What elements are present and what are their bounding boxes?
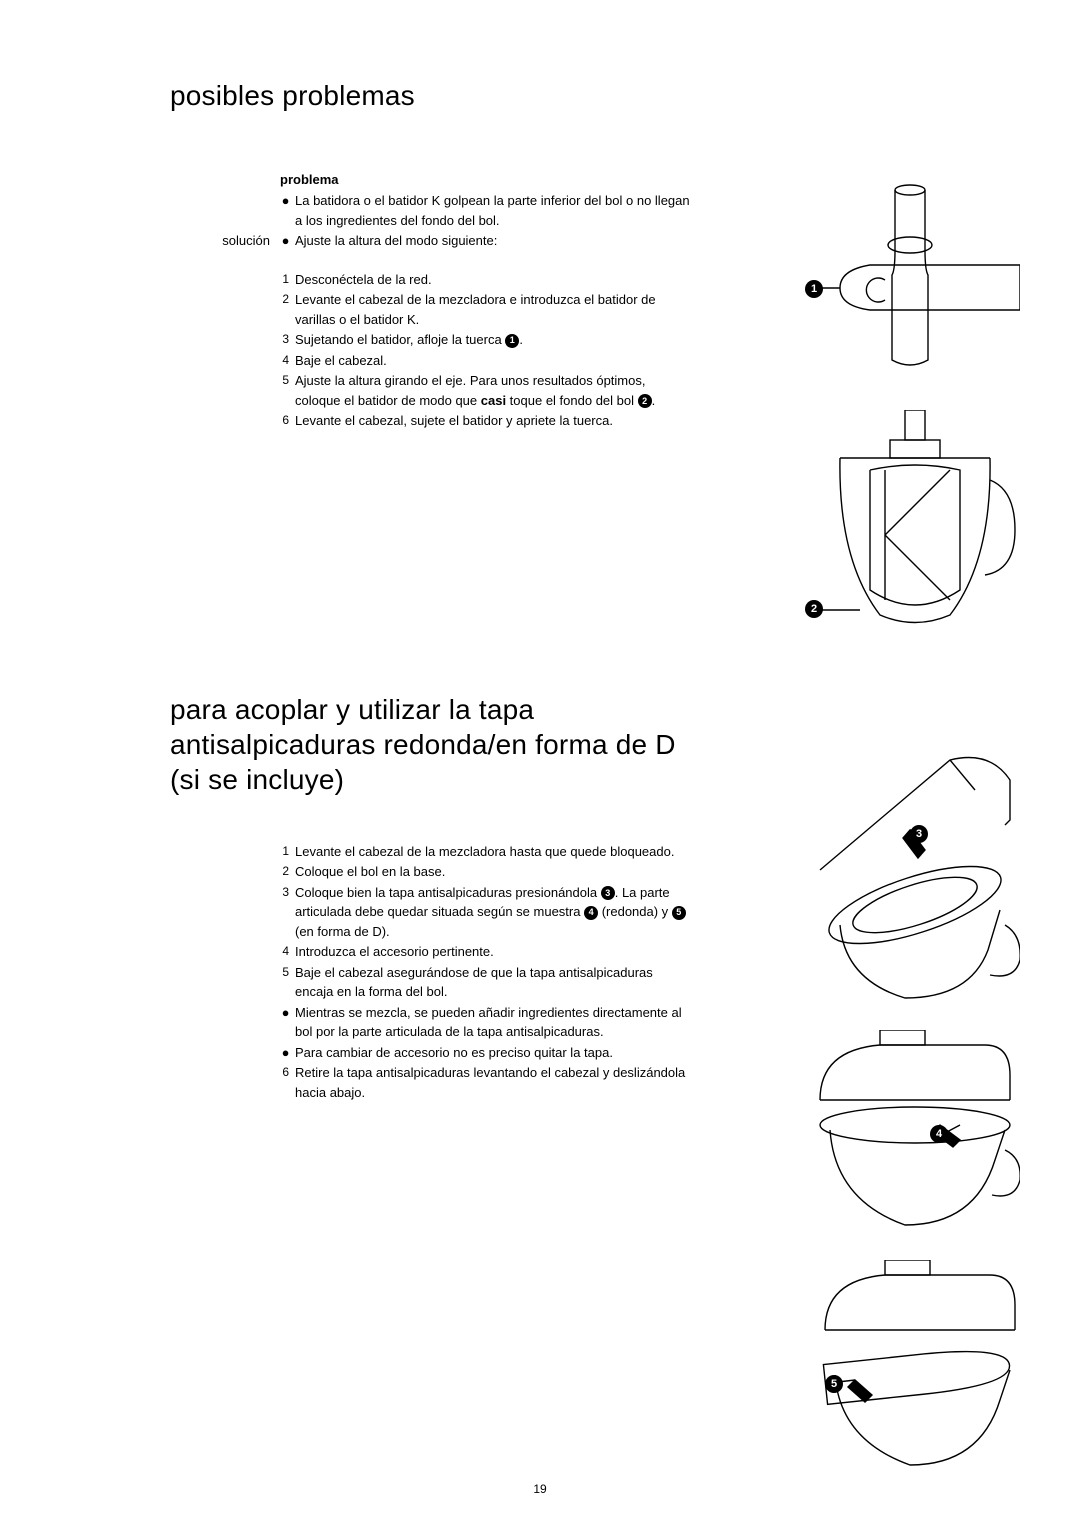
ref-icon: 4	[584, 906, 598, 920]
step-num: 5	[280, 371, 295, 410]
text-part: (en forma de D).	[295, 924, 390, 939]
figure-1: 1	[810, 180, 1020, 380]
ref-icon: 5	[672, 906, 686, 920]
step-text: Coloque el bol en la base.	[295, 862, 690, 882]
ref-icon: 2	[638, 394, 652, 408]
solucion-label: solución	[210, 231, 270, 251]
figure-label-1: 1	[805, 280, 823, 298]
figure-label-5: 5	[825, 1375, 843, 1393]
solution-intro: Ajuste la altura del modo siguiente:	[295, 231, 690, 251]
step-text: Baje el cabezal.	[295, 351, 690, 371]
step-num: 2	[280, 862, 295, 882]
step-num: 5	[280, 963, 295, 1002]
bullet: ●	[280, 231, 295, 251]
figure-label-2: 2	[805, 600, 823, 618]
ref-icon: 1	[505, 334, 519, 348]
step-num: 1	[280, 842, 295, 862]
problem-text: La batidora o el batidor K golpean la pa…	[295, 191, 690, 230]
bullet: ●	[280, 191, 295, 230]
step-text: Introduzca el accesorio pertinente.	[295, 942, 690, 962]
step-text: Baje el cabezal asegurándose de que la t…	[295, 963, 690, 1002]
step-text: Desconéctela de la red.	[295, 270, 690, 290]
text-bold: casi	[481, 393, 506, 408]
figures-column: 1 2	[810, 180, 1020, 1470]
figure-label-3: 3	[910, 825, 928, 843]
step-text: Sujetando el batidor, afloje la tuerca 1…	[295, 330, 690, 350]
step-num: 4	[280, 942, 295, 962]
text-part: toque el fondo del bol	[506, 393, 638, 408]
step-num: 4	[280, 351, 295, 371]
section-title-problems: posibles problemas	[170, 80, 690, 112]
figure-4: 4	[810, 1030, 1020, 1230]
step-text: Coloque bien la tapa antisalpicaduras pr…	[295, 883, 690, 942]
step-num: 3	[280, 330, 295, 350]
step-text: Levante el cabezal de la mezcladora hast…	[295, 842, 690, 862]
step-num: 1	[280, 270, 295, 290]
text-part: .	[652, 393, 656, 408]
text-part: Sujetando el batidor, afloje la tuerca	[295, 332, 505, 347]
text-part: (redonda) y	[598, 904, 672, 919]
text-part: Coloque bien la tapa antisalpicaduras pr…	[295, 885, 601, 900]
section-title-splashguard: para acoplar y utilizar la tapa antisalp…	[170, 692, 690, 797]
figure-3: 3	[810, 750, 1020, 1000]
step-text: Levante el cabezal, sujete el batidor y …	[295, 411, 690, 431]
step-num: 2	[280, 290, 295, 329]
problema-heading: problema	[280, 172, 690, 187]
page-number: 19	[533, 1482, 546, 1496]
figure-2: 2	[810, 410, 1020, 630]
text-part: .	[519, 332, 523, 347]
step-text: Ajuste la altura girando el eje. Para un…	[295, 371, 690, 410]
step-num: 6	[280, 411, 295, 431]
step-text: Levante el cabezal de la mezcladora e in…	[295, 290, 690, 329]
step-num: 6	[280, 1063, 295, 1102]
figure-label-4: 4	[930, 1125, 948, 1143]
bullet: ●	[280, 1003, 295, 1042]
step-num: 3	[280, 883, 295, 942]
step-text: Mientras se mezcla, se pueden añadir ing…	[295, 1003, 690, 1042]
step-text: Para cambiar de accesorio no es preciso …	[295, 1043, 690, 1063]
bullet: ●	[280, 1043, 295, 1063]
figure-5: 5	[810, 1260, 1020, 1470]
step-text: Retire la tapa antisalpicaduras levantan…	[295, 1063, 690, 1102]
ref-icon: 3	[601, 886, 615, 900]
